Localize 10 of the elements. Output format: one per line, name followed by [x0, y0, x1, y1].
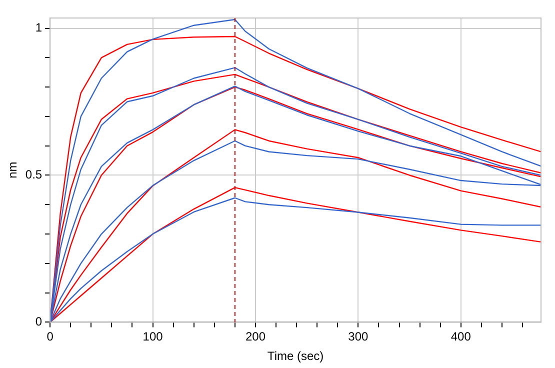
y-tick-label: 0: [35, 314, 42, 329]
y-tick-label: 0.5: [25, 168, 42, 182]
x-tick-label: 0: [46, 330, 54, 344]
x-tick-label: 200: [245, 330, 266, 344]
y-axis-title: nm: [6, 162, 20, 178]
x-tick-label: 100: [142, 330, 164, 344]
x-tick-label: 300: [348, 330, 369, 344]
x-tick-label: 400: [450, 330, 472, 344]
y-tick-label: 1: [35, 20, 42, 35]
x-axis-title: Time (sec): [267, 349, 324, 364]
